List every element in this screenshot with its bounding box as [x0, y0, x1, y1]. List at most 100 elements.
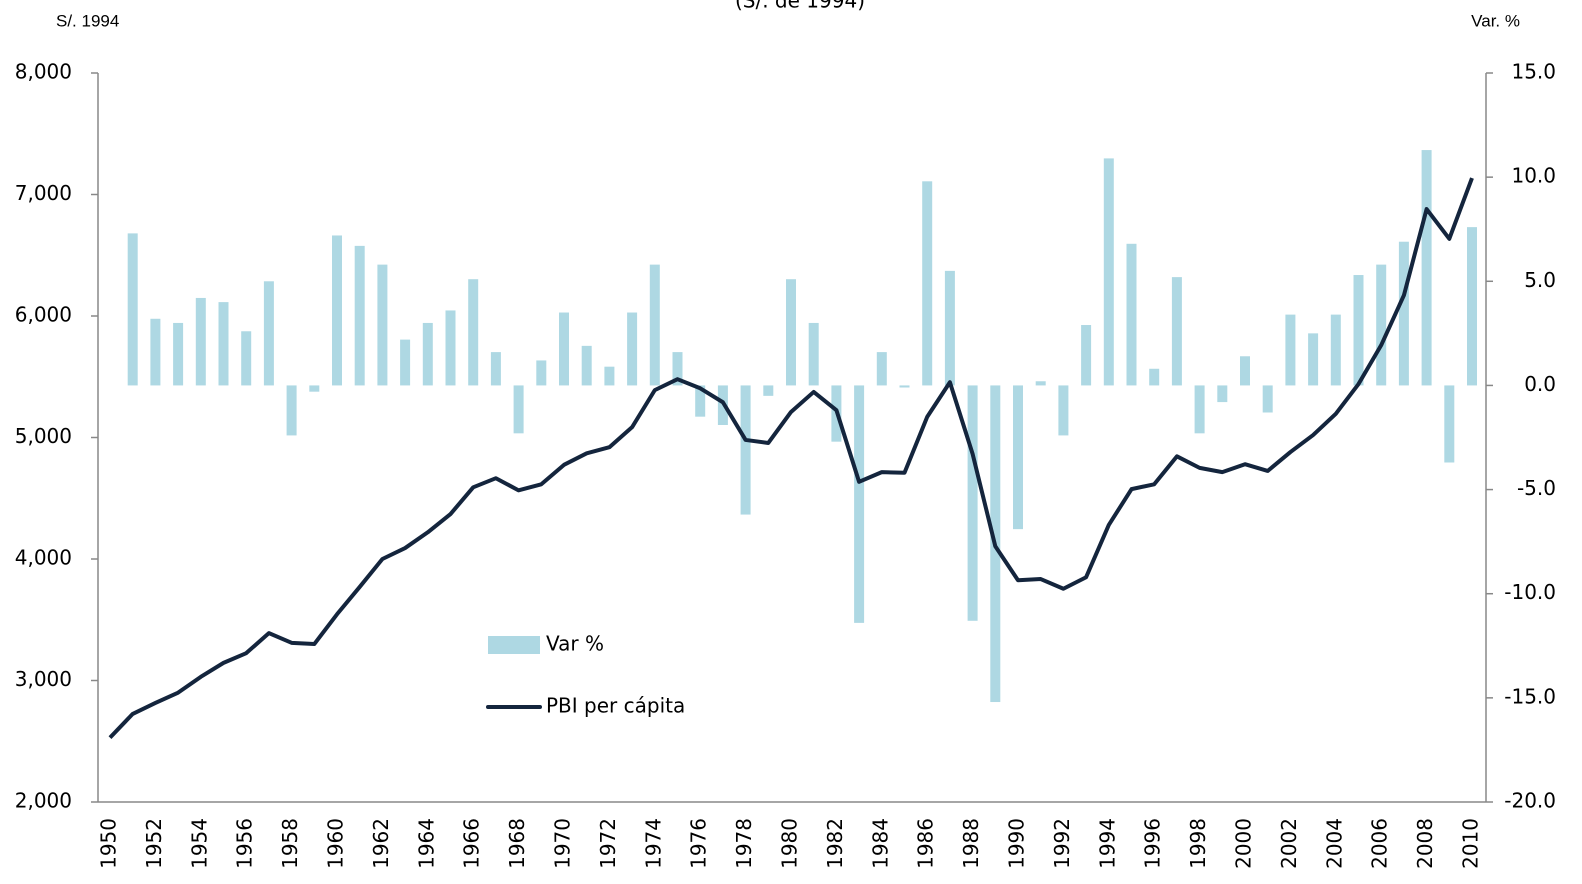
- y-tick-label: 2,000: [15, 789, 72, 813]
- x-tick-label: 1994: [1095, 818, 1119, 869]
- bar: [286, 385, 297, 436]
- bar: [1194, 385, 1205, 434]
- x-tick-label: 1952: [142, 818, 166, 869]
- x-tick-label: 1958: [278, 818, 302, 869]
- x-tick-label: 1998: [1186, 818, 1210, 869]
- x-tick-label: 2002: [1277, 818, 1301, 869]
- y-tick-label: 6,000: [15, 303, 72, 327]
- x-tick-label: 2000: [1232, 818, 1256, 869]
- y-tick-label: 4,000: [15, 546, 72, 570]
- bar: [513, 385, 524, 434]
- x-tick-label: 2010: [1459, 818, 1483, 869]
- x-tick-label: 1988: [959, 818, 983, 869]
- x-tick-label: 1970: [551, 818, 575, 869]
- x-tick-label: 1980: [778, 818, 802, 869]
- bar: [354, 245, 365, 386]
- bar: [1285, 314, 1296, 386]
- bar: [899, 385, 910, 388]
- line: [108, 177, 1474, 739]
- y2-tick-label: -20.0: [1504, 789, 1556, 813]
- bar: [1262, 385, 1273, 413]
- bar: [1398, 241, 1409, 386]
- x-tick-label: 1960: [324, 818, 348, 869]
- bar: [672, 352, 683, 386]
- x-tick-label: 1996: [1141, 818, 1165, 869]
- x-tick-label: 1982: [823, 818, 847, 869]
- x-tick-label: 1974: [641, 818, 665, 869]
- bar: [127, 233, 138, 386]
- x-tick-label: 1964: [414, 818, 438, 869]
- y2-tick-label: -15.0: [1504, 684, 1556, 708]
- y2-tick-label: 15.0: [1511, 60, 1556, 84]
- bar: [490, 352, 501, 386]
- x-tick-label: 1984: [868, 818, 892, 869]
- bar: [1081, 325, 1092, 386]
- bar: [1467, 227, 1477, 386]
- bar: [763, 385, 774, 396]
- bar: [649, 264, 660, 386]
- bar: [1126, 243, 1137, 386]
- bar: [445, 310, 456, 386]
- y-axis-label: S/. 1994: [56, 11, 119, 30]
- legend-label: Var %: [546, 632, 604, 656]
- bar: [695, 385, 706, 417]
- bar: [173, 322, 184, 386]
- x-tick-label: 1954: [187, 818, 211, 869]
- bar: [1330, 314, 1341, 386]
- bar: [1035, 381, 1046, 386]
- bar: [559, 312, 569, 386]
- y2-tick-label: -5.0: [1517, 476, 1556, 500]
- x-tick-label: 1950: [97, 818, 121, 869]
- y2-tick-label: 5.0: [1524, 268, 1556, 292]
- bar: [1353, 275, 1364, 386]
- x-tick-label: 1968: [505, 818, 529, 869]
- y-tick-label: 5,000: [15, 424, 72, 448]
- x-tick-label: 2004: [1322, 818, 1346, 869]
- x-tick-label: 2008: [1413, 818, 1437, 869]
- bar: [1149, 368, 1160, 386]
- bar: [854, 385, 865, 623]
- x-tick-label: 1966: [460, 818, 484, 869]
- y2-tick-label: 10.0: [1511, 164, 1556, 188]
- bar: [422, 322, 433, 386]
- bar: [1217, 385, 1228, 403]
- bar: [786, 279, 796, 386]
- x-tick-label: 1956: [233, 818, 257, 869]
- bar: [1376, 264, 1387, 386]
- legend-label: PBI per cápita: [546, 694, 685, 718]
- bar: [241, 331, 252, 386]
- y-tick-label: 7,000: [15, 181, 72, 205]
- bar: [150, 318, 161, 386]
- bar: [967, 385, 978, 621]
- y2-tick-label: 0.0: [1524, 372, 1556, 396]
- bar: [263, 281, 274, 386]
- y2-tick-label: -10.0: [1504, 580, 1556, 604]
- chart-title: (S/. de 1994): [735, 0, 865, 13]
- bar: [1308, 333, 1319, 386]
- bar: [1171, 277, 1182, 386]
- bar: [468, 279, 479, 386]
- bar: [1103, 158, 1114, 386]
- x-tick-label: 1992: [1050, 818, 1074, 869]
- x-tick-label: 2006: [1368, 818, 1392, 869]
- bar: [1444, 385, 1455, 463]
- bar: [1421, 150, 1432, 386]
- bar: [944, 270, 955, 386]
- x-tick-label: 1962: [369, 818, 393, 869]
- x-tick-label: 1976: [687, 818, 711, 869]
- x-tick-label: 1978: [732, 818, 756, 869]
- bar: [922, 181, 933, 386]
- bar: [1240, 356, 1250, 386]
- bar: [309, 385, 320, 392]
- bar: [1013, 385, 1023, 530]
- bar: [195, 297, 206, 386]
- legend-swatch: [488, 636, 540, 654]
- y-tick-label: 3,000: [15, 667, 72, 691]
- bar: [627, 312, 638, 386]
- bar: [740, 385, 751, 515]
- bar: [876, 352, 887, 386]
- x-tick-label: 1990: [1005, 818, 1029, 869]
- bar: [1058, 385, 1069, 436]
- bar: [604, 366, 615, 386]
